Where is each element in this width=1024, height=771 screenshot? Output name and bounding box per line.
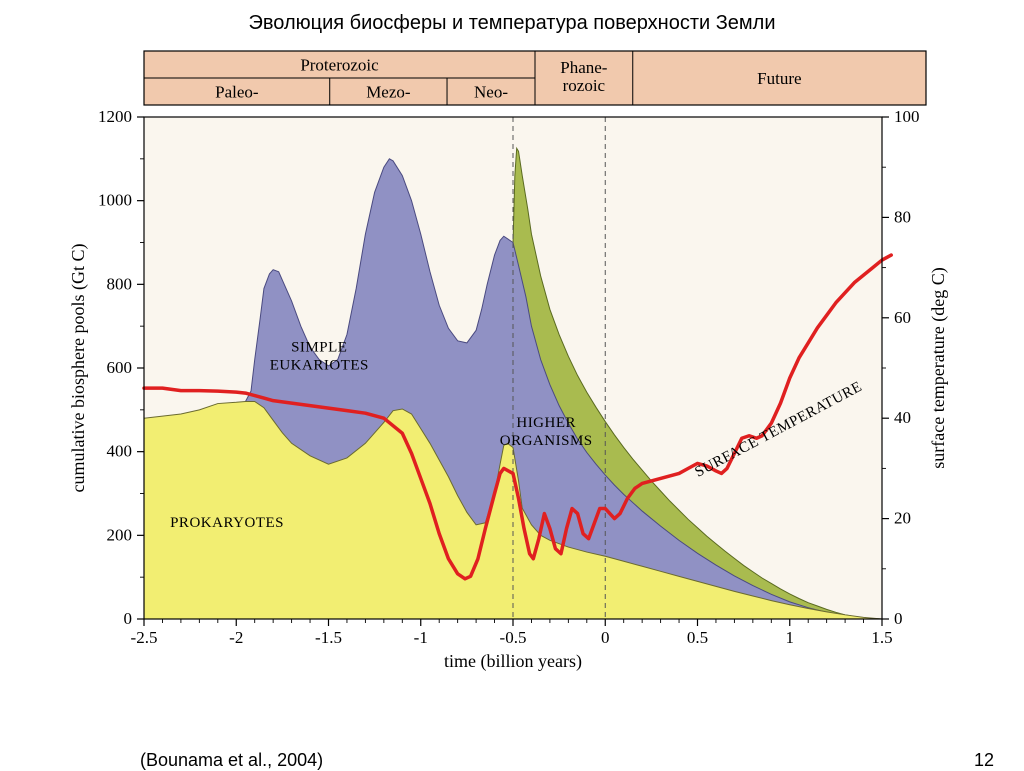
page-title: Эволюция биосферы и температура поверхно…	[0, 0, 1024, 43]
y1-tick-label: 1200	[98, 107, 132, 126]
x-tick-label: 0	[601, 628, 610, 647]
y2-tick-label: 0	[894, 609, 903, 628]
y1-tick-label: 800	[107, 274, 133, 293]
y2-tick-label: 80	[894, 207, 911, 226]
label-prokaryotes: PROKARYOTES	[170, 515, 284, 531]
x-tick-label: -2.5	[131, 628, 158, 647]
subera-label: Neo-	[474, 83, 508, 102]
label-simple-eukaryotes: EUKARIOTES	[270, 358, 369, 374]
y2-tick-label: 100	[894, 107, 920, 126]
label-simple-eukaryotes: SIMPLE	[291, 340, 347, 356]
y1-tick-label: 400	[107, 442, 133, 461]
subera-label: Paleo-	[215, 83, 259, 102]
y1-tick-label: 1000	[98, 191, 132, 210]
x-tick-label: -2	[229, 628, 243, 647]
chart-container: -2.5-2-1.5-1-0.500.511.50200400600800100…	[52, 43, 972, 683]
x-tick-label: 1.5	[871, 628, 892, 647]
label-higher-organisms: HIGHER	[516, 415, 576, 431]
era-label: Future	[757, 69, 801, 88]
y2-axis-label: surface temperature (deg C)	[928, 267, 949, 468]
x-tick-label: 0.5	[687, 628, 708, 647]
era-label: rozoic	[563, 76, 606, 95]
biosphere-temperature-chart: -2.5-2-1.5-1-0.500.511.50200400600800100…	[52, 43, 972, 683]
subera-label: Mezo-	[366, 83, 411, 102]
y1-tick-label: 0	[124, 609, 133, 628]
y1-tick-label: 600	[107, 358, 133, 377]
x-tick-label: -0.5	[500, 628, 527, 647]
y1-tick-label: 200	[107, 525, 133, 544]
y1-axis-label: cumulative biosphere pools (Gt C)	[68, 244, 89, 493]
x-tick-label: -1	[414, 628, 428, 647]
y2-tick-label: 40	[894, 408, 911, 427]
x-axis-label: time (billion years)	[444, 651, 582, 672]
y2-tick-label: 20	[894, 509, 911, 528]
x-tick-label: -1.5	[315, 628, 342, 647]
label-higher-organisms: ORGANISMS	[500, 433, 593, 449]
x-tick-label: 1	[786, 628, 795, 647]
y2-tick-label: 60	[894, 308, 911, 327]
era-label: Proterozoic	[300, 56, 379, 75]
era-label: Phane-	[560, 58, 608, 77]
